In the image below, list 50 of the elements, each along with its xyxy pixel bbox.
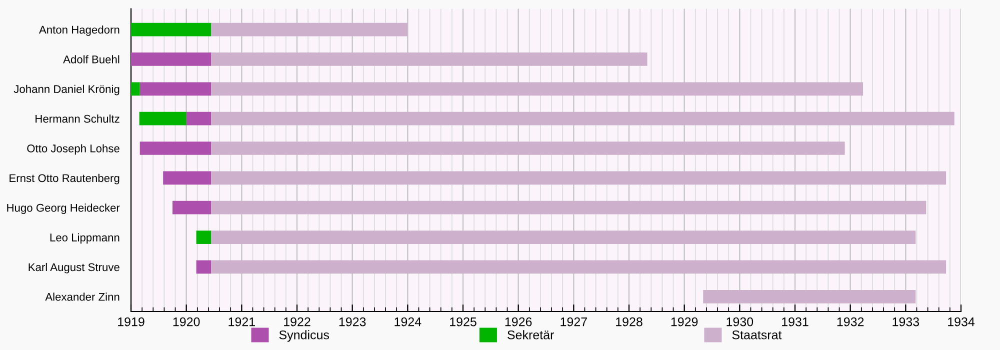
y-tick-label: Johann Daniel Krönig [14, 84, 120, 96]
bar [211, 171, 946, 185]
x-tick-label: 1921 [228, 317, 255, 326]
x-tick-label: 1928 [616, 317, 642, 326]
x-tick-label: 1931 [782, 317, 808, 326]
bar [140, 142, 212, 155]
x-tick-label: 1932 [837, 317, 864, 326]
bar [211, 52, 648, 66]
x-tick-label: 1930 [726, 317, 754, 326]
x-tick-label: 1924 [394, 317, 422, 326]
y-tick-label: Otto Joseph Lohse [27, 144, 120, 155]
bar [211, 22, 408, 36]
bar [196, 230, 212, 244]
bar [131, 82, 140, 96]
bar [211, 260, 946, 274]
x-tick-label: 1919 [118, 317, 144, 326]
y-tick-label: Hugo Georg Heidecker [7, 204, 120, 214]
y-tick-label: Anton Hagedorn [38, 26, 120, 36]
bar [703, 290, 916, 304]
legend-label: Sekretär [508, 330, 554, 340]
bar [211, 82, 864, 96]
x-tick-label: 1926 [505, 317, 532, 326]
legend-label: Syndicus [279, 330, 330, 342]
bar [163, 171, 212, 185]
bar [140, 82, 212, 96]
bar [131, 52, 212, 66]
y-tick-label: Leo Lippmann [50, 233, 120, 244]
x-tick-label: 1923 [339, 317, 366, 326]
x-tick-label: 1934 [948, 317, 975, 326]
x-tick-label: 1933 [892, 317, 920, 326]
y-tick-label: Karl August Struve [28, 262, 120, 274]
x-tick-label: 1920 [173, 317, 200, 326]
legend-label: Staatsrat [732, 330, 782, 340]
bar [186, 112, 212, 126]
bar [131, 22, 212, 36]
y-tick-label: Ernst Otto Rautenberg [10, 174, 120, 184]
x-tick-label: 1925 [450, 317, 476, 326]
bar [172, 200, 212, 214]
bar [211, 142, 845, 155]
x-tick-label: 1927 [560, 317, 587, 326]
bar [196, 260, 212, 274]
bar [211, 230, 916, 244]
x-tick-label: 1929 [671, 317, 698, 326]
bar [211, 200, 926, 214]
bar [211, 112, 954, 126]
y-tick-label: Alexander Zinn [45, 292, 120, 301]
y-tick-label: Hermann Schultz [36, 114, 120, 123]
x-tick-label: 1922 [284, 317, 310, 326]
y-tick-label: Adolf Buehl [63, 55, 120, 64]
bar [139, 112, 186, 126]
